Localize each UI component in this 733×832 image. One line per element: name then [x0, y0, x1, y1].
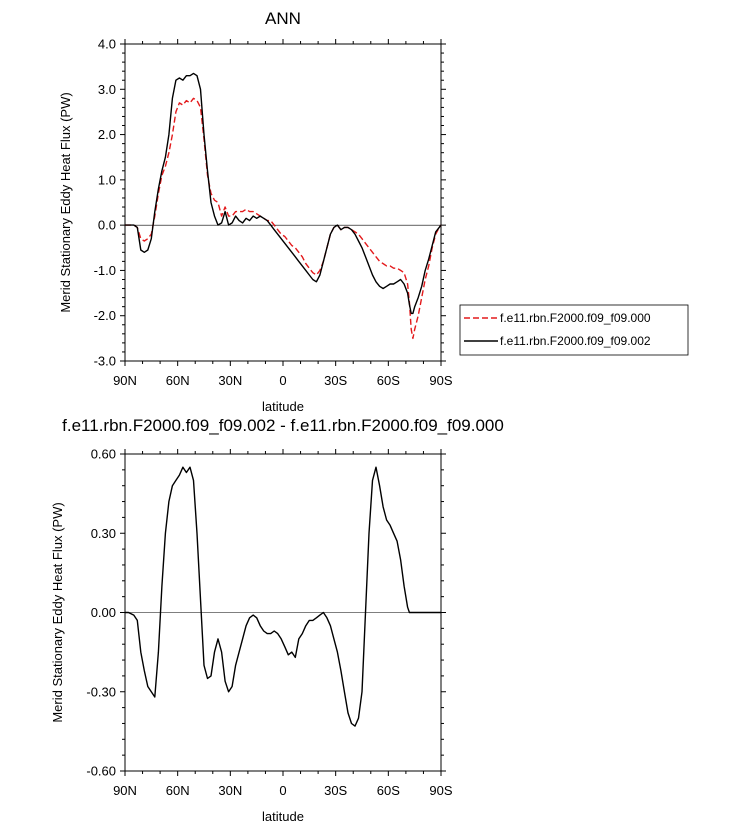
y-tick-label: 1.0	[98, 172, 116, 187]
series-line-1	[125, 97, 442, 340]
y-tick-label: 0.30	[91, 526, 116, 541]
plot-frame	[124, 43, 442, 362]
x-tick-label: 30N	[218, 783, 242, 798]
y-tick-label: -0.30	[86, 684, 116, 699]
x-tick-label: 30S	[324, 783, 347, 798]
x-tick-label: 30N	[218, 373, 242, 388]
x-axis-label: latitude	[262, 399, 304, 414]
legend-entry: f.e11.rbn.F2000.f09_f09.002	[500, 334, 651, 348]
x-tick-label: 90N	[113, 373, 137, 388]
series-line-2	[125, 72, 442, 315]
x-tick-label: 0	[279, 783, 286, 798]
x-tick-label: 60N	[166, 373, 190, 388]
chart-2: f.e11.rbn.F2000.f09_f09.002 - f.e11.rbn.…	[50, 416, 504, 824]
y-tick-label: 0.60	[91, 447, 116, 462]
chart-title: f.e11.rbn.F2000.f09_f09.002 - f.e11.rbn.…	[62, 416, 504, 435]
x-tick-label: 90S	[429, 783, 452, 798]
y-tick-label: 0.0	[98, 218, 116, 233]
y-tick-label: 0.00	[91, 605, 116, 620]
y-tick-label: -2.0	[94, 308, 116, 323]
legend-entry: f.e11.rbn.F2000.f09_f09.000	[500, 311, 651, 325]
legend: f.e11.rbn.F2000.f09_f09.000 f.e11.rbn.F20…	[459, 304, 689, 356]
y-tick-label: -1.0	[94, 263, 116, 278]
y-tick-label: 3.0	[98, 82, 116, 97]
x-tick-label: 0	[279, 373, 286, 388]
y-tick-label: 4.0	[98, 37, 116, 52]
y-tick-label: 2.0	[98, 127, 116, 142]
x-tick-label: 30S	[324, 373, 347, 388]
x-tick-label: 60S	[377, 373, 400, 388]
x-tick-label: 60S	[377, 783, 400, 798]
chart-title: ANN	[265, 9, 301, 28]
legend-box	[459, 304, 689, 356]
y-axis-label: Merid Stationary Eddy Heat Flux (PW)	[58, 92, 73, 312]
chart-1: ANN 90N 60N 30N 0 30S 60S 90S 4.0 3.0 2.0 1.0 0.0 -1.…	[58, 9, 689, 414]
x-tick-label: 60N	[166, 783, 190, 798]
x-tick-label: 90S	[429, 373, 452, 388]
y-tick-label: -3.0	[94, 354, 116, 369]
y-tick-label: -0.60	[86, 764, 116, 779]
y-axis-label: Merid Stationary Eddy Heat Flux (PW)	[50, 502, 65, 722]
x-axis-label: latitude	[262, 809, 304, 824]
x-tick-label: 90N	[113, 783, 137, 798]
series-line-1	[125, 466, 441, 727]
